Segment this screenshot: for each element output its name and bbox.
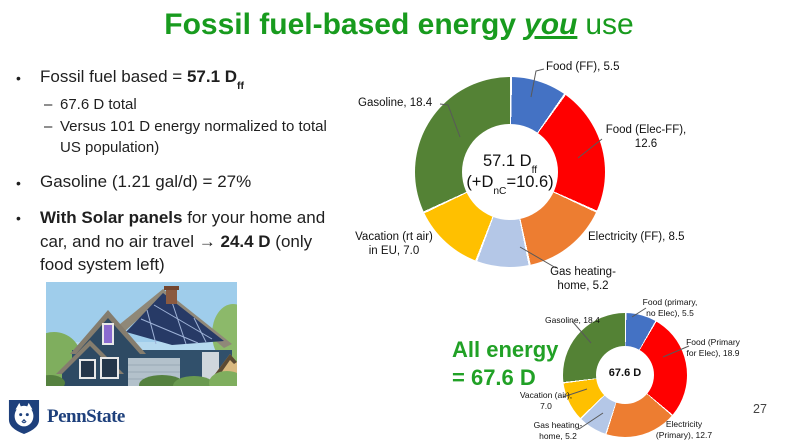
solar-house-graphic	[46, 282, 237, 386]
slice-label-electricity-primary: Electricity (Primary), 12.7	[655, 419, 713, 440]
dash: –	[44, 117, 53, 135]
center-line1: 57.1 Dff	[430, 151, 590, 176]
bullet-gasoline: • Gasoline (1.21 gal/d) = 27%	[16, 171, 372, 194]
center-value: 57.1 D	[482, 152, 532, 170]
title-suffix: use	[585, 8, 634, 41]
bullet-solar-result: → 24.4 D	[198, 231, 271, 251]
bullet-fossil-fuel: • Fossil fuel based = 57.1 Dff	[16, 66, 372, 93]
all-energy-label: All energy = 67.6 D	[452, 337, 559, 390]
dash: –	[44, 95, 53, 113]
donut-hole	[462, 124, 558, 220]
bullet-gasoline-text: Gasoline (1.21 gal/d) = 27%	[40, 171, 252, 191]
page-title: Fossil fuel-based energy you use	[0, 8, 798, 42]
chart-center-label: 67.6 D	[608, 367, 642, 379]
bullet-dot: •	[16, 70, 21, 86]
slice-label-vacation: Vacation (air), 7.0	[519, 390, 573, 411]
pennstate-shield-icon	[8, 400, 40, 434]
bullet-dot: •	[16, 174, 21, 191]
donut-chart-all-energy: 67.6 D Food (primary, no Elec), 5.5 Food…	[505, 293, 798, 441]
bullet-list: • Fossil fuel based = 57.1 Dff – 67.6 D …	[16, 66, 372, 282]
chart-center-label: 57.1 Dff (+DnC=10.6)	[430, 151, 590, 197]
bullet-dot: •	[16, 209, 21, 226]
title-main: Fossil fuel-based energy	[164, 8, 517, 41]
sub-bullet-total-text: 67.6 D total	[60, 95, 137, 113]
center-line2: (+DnC=10.6)	[430, 172, 590, 197]
bullet-solar-bold: With Solar panels	[40, 207, 183, 227]
slice-label-vacation: Vacation (rt air) in EU, 7.0	[355, 231, 433, 258]
bullet-text: for your home and car, and no air travel	[40, 207, 326, 251]
slice-label-gasoline: Gasoline, 18.4	[545, 315, 600, 325]
center-text: (+D	[466, 172, 494, 191]
bullet-text: Fossil fuel based =	[40, 67, 187, 86]
donut-hole	[596, 346, 654, 404]
solar-house-image	[46, 282, 237, 386]
slice-label-food-primary: Food (primary, no Elec), 5.5	[642, 297, 698, 318]
bullet-fossil-fuel-text: Fossil fuel based = 57.1 Dff	[40, 66, 245, 93]
slice-label-gasoline: Gasoline, 18.4	[358, 97, 433, 109]
slice-label-gas-heating: Gas heating- home, 5.2	[550, 266, 616, 293]
sub-bullet-versus: – Versus 101 D energy normalized to tota…	[44, 116, 372, 158]
slice-label-food-elec-ff: Food (Elec-FF), 12.6	[605, 124, 687, 151]
bullet-value-subscript: ff	[237, 80, 245, 93]
slice-label-food-ff: Food (FF), 5.5	[546, 61, 620, 73]
page-number: 27	[753, 402, 767, 416]
title-emphasis: you	[524, 8, 578, 41]
sub-bullet-versus-text: Versus 101 D energy normalized to total …	[60, 117, 327, 156]
slice-label-gas-heating: Gas heating- home, 5.2	[533, 420, 583, 441]
bullet-text: (only food system left)	[40, 231, 313, 275]
slice-label-electricity-ff: Electricity (FF), 8.5	[588, 231, 685, 243]
pennstate-logo: PennState	[8, 399, 125, 435]
bullet-solar: • With Solar panels for your home and ca…	[16, 206, 372, 277]
center-text: =10.6)	[506, 172, 554, 191]
donut-chart-fossil-fuel: 57.1 Dff (+DnC=10.6) Food (FF), 5.5 Food…	[350, 55, 798, 305]
sub-bullet-total: – 67.6 D total	[44, 94, 372, 115]
bullet-solar-text: With Solar panels for your home and car,…	[40, 206, 346, 277]
center-subscript: nC	[493, 185, 507, 197]
slice-label-food-primary-elec: Food (Primary for Elec), 18.9	[686, 337, 740, 358]
pennstate-logo-text: PennState	[47, 406, 125, 427]
center-subscript: ff	[531, 165, 538, 177]
bullet-value: 57.1 D	[186, 67, 238, 86]
